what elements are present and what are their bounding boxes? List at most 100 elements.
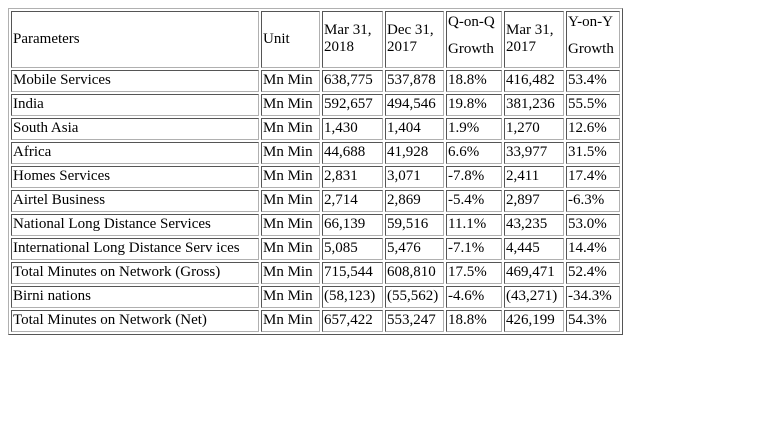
header-mar-2018-label: Mar 31, 2018 (324, 22, 372, 55)
table-body: Mobile Services Mn Min 638,775 537,878 18.8%… (11, 70, 620, 332)
cell-mar-2017: 2,411 (504, 166, 564, 188)
cell-parameter: South Asia (11, 118, 259, 140)
cell-mar-2018: 5,085 (322, 238, 383, 260)
cell-unit: Mn Min (261, 94, 320, 116)
header-mar-2018: Mar 31, 2018 (322, 11, 383, 68)
header-qoq-growth: Q-on-Q Growth (446, 11, 502, 68)
cell-mar-2017: 381,236 (504, 94, 564, 116)
cell-unit: Mn Min (261, 190, 320, 212)
table-row: National Long Distance Services Mn Min 66,… (11, 214, 620, 236)
cell-mar-2017: 33,977 (504, 142, 564, 164)
table-row: India Mn Min 592,657 494,546 19.8% 381,236 55.… (11, 94, 620, 116)
table-row: Africa Mn Min 44,688 41,928 6.6% 33,977 31.5% (11, 142, 620, 164)
cell-dec-2017: 41,928 (385, 142, 444, 164)
cell-parameter: International Long Distance Serv ices (11, 238, 259, 260)
cell-yoy-growth: 53.4% (566, 70, 620, 92)
cell-qoq-growth: 19.8% (446, 94, 502, 116)
cell-mar-2018: 657,422 (322, 310, 383, 332)
table-row: Total Minutes on Network (Gross) Mn Min 71… (11, 262, 620, 284)
cell-unit: Mn Min (261, 238, 320, 260)
cell-qoq-growth: -7.1% (446, 238, 502, 260)
cell-qoq-growth: 6.6% (446, 142, 502, 164)
cell-yoy-growth: 54.3% (566, 310, 620, 332)
cell-mar-2017: 426,199 (504, 310, 564, 332)
cell-mar-2017: 4,445 (504, 238, 564, 260)
cell-mar-2018: 44,688 (322, 142, 383, 164)
header-dec-2017: Dec 31, 2017 (385, 11, 444, 68)
cell-yoy-growth: 12.6% (566, 118, 620, 140)
cell-unit: Mn Min (261, 118, 320, 140)
header-dec-2017-label: Dec 31, 2017 (387, 22, 434, 55)
cell-dec-2017: 608,810 (385, 262, 444, 284)
cell-yoy-growth: -6.3% (566, 190, 620, 212)
cell-mar-2017: 469,471 (504, 262, 564, 284)
cell-dec-2017: 1,404 (385, 118, 444, 140)
cell-mar-2018: 66,139 (322, 214, 383, 236)
cell-dec-2017: 537,878 (385, 70, 444, 92)
cell-parameter: Total Minutes on Network (Gross) (11, 262, 259, 284)
cell-dec-2017: 5,476 (385, 238, 444, 260)
header-yoy-growth: Y-on-Y Growth (566, 11, 620, 68)
header-parameters: Parameters (11, 11, 259, 68)
cell-yoy-growth: 55.5% (566, 94, 620, 116)
cell-parameter: Birni nations (11, 286, 259, 308)
header-unit: Unit (261, 11, 320, 68)
header-parameters-label: Parameters (13, 30, 80, 47)
header-mar-2017-label: Mar 31, 2017 (506, 22, 554, 55)
cell-qoq-growth: -4.6% (446, 286, 502, 308)
cell-yoy-growth: 52.4% (566, 262, 620, 284)
cell-qoq-growth: 18.8% (446, 310, 502, 332)
table-row: Total Minutes on Network (Net) Mn Min 657,… (11, 310, 620, 332)
cell-mar-2017: 416,482 (504, 70, 564, 92)
cell-parameter: Africa (11, 142, 259, 164)
header-yoy-growth-label: Growth (568, 41, 614, 57)
cell-mar-2018: 2,714 (322, 190, 383, 212)
cell-parameter: Homes Services (11, 166, 259, 188)
cell-unit: Mn Min (261, 310, 320, 332)
cell-yoy-growth: 17.4% (566, 166, 620, 188)
cell-parameter: India (11, 94, 259, 116)
minutes-on-network-table: Parameters Unit Mar 31, 2018 Dec 31, 201… (8, 8, 623, 335)
cell-mar-2017: (43,271) (504, 286, 564, 308)
cell-yoy-growth: 53.0% (566, 214, 620, 236)
header-unit-label: Unit (263, 30, 290, 47)
table-row: Homes Services Mn Min 2,831 3,071 -7.8% 2,411… (11, 166, 620, 188)
cell-qoq-growth: 1.9% (446, 118, 502, 140)
cell-dec-2017: (55,562) (385, 286, 444, 308)
cell-mar-2017: 1,270 (504, 118, 564, 140)
cell-yoy-growth: -34.3% (566, 286, 620, 308)
header-yoy-label: Y-on-Y (568, 14, 613, 30)
table-row: Birni nations Mn Min (58,123) (55,562) -4.6%… (11, 286, 620, 308)
cell-dec-2017: 2,869 (385, 190, 444, 212)
cell-qoq-growth: 11.1% (446, 214, 502, 236)
table-header: Parameters Unit Mar 31, 2018 Dec 31, 201… (11, 11, 620, 68)
cell-parameter: Mobile Services (11, 70, 259, 92)
cell-qoq-growth: 17.5% (446, 262, 502, 284)
cell-parameter: Airtel Business (11, 190, 259, 212)
table-row: Mobile Services Mn Min 638,775 537,878 18.8%… (11, 70, 620, 92)
cell-mar-2018: 2,831 (322, 166, 383, 188)
table-row: International Long Distance Serv ices Mn … (11, 238, 620, 260)
cell-yoy-growth: 31.5% (566, 142, 620, 164)
cell-parameter: Total Minutes on Network (Net) (11, 310, 259, 332)
cell-mar-2018: 715,544 (322, 262, 383, 284)
cell-dec-2017: 59,516 (385, 214, 444, 236)
minutes-table-container: Parameters Unit Mar 31, 2018 Dec 31, 201… (8, 8, 623, 335)
header-mar-2017: Mar 31, 2017 (504, 11, 564, 68)
header-row: Parameters Unit Mar 31, 2018 Dec 31, 201… (11, 11, 620, 68)
cell-mar-2018: 1,430 (322, 118, 383, 140)
header-qoq-label: Q-on-Q (448, 14, 495, 30)
cell-dec-2017: 553,247 (385, 310, 444, 332)
table-row: Airtel Business Mn Min 2,714 2,869 -5.4% 2,89… (11, 190, 620, 212)
cell-qoq-growth: 18.8% (446, 70, 502, 92)
cell-unit: Mn Min (261, 70, 320, 92)
header-qoq-growth-label: Growth (448, 41, 494, 57)
cell-mar-2018: 592,657 (322, 94, 383, 116)
cell-mar-2017: 43,235 (504, 214, 564, 236)
cell-unit: Mn Min (261, 142, 320, 164)
cell-dec-2017: 494,546 (385, 94, 444, 116)
cell-mar-2017: 2,897 (504, 190, 564, 212)
cell-qoq-growth: -5.4% (446, 190, 502, 212)
cell-mar-2018: 638,775 (322, 70, 383, 92)
cell-dec-2017: 3,071 (385, 166, 444, 188)
